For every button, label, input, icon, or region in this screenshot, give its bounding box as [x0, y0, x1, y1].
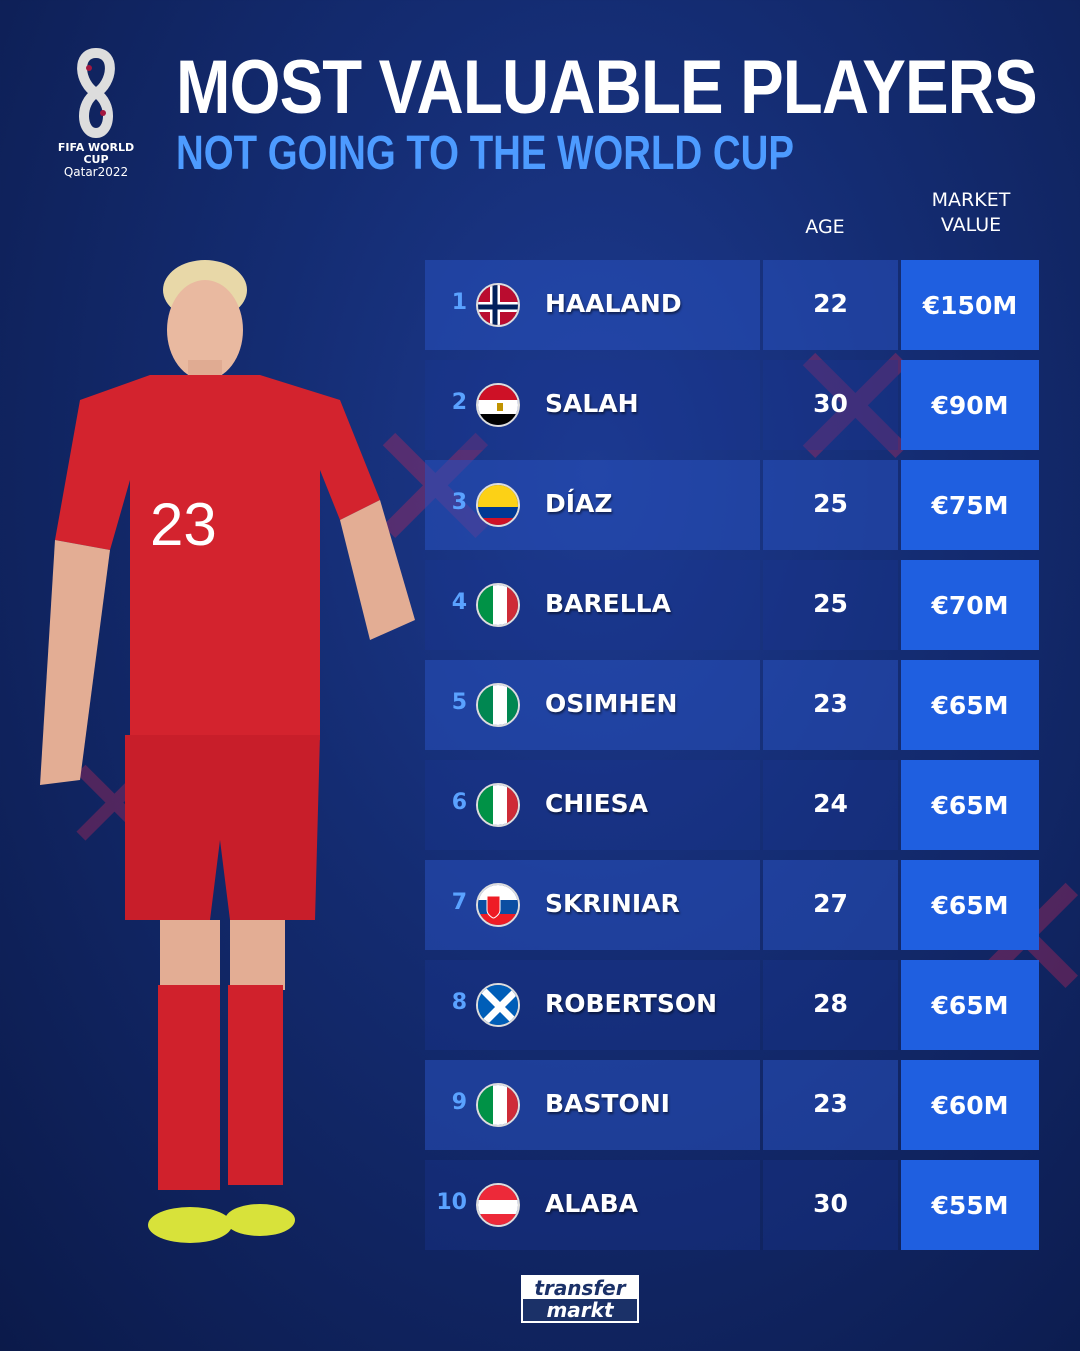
player-age: 25 — [813, 489, 848, 518]
market-value: €75M — [901, 460, 1039, 550]
player-age: 24 — [813, 789, 848, 818]
age-cell: 30 — [763, 360, 898, 450]
rank: 3 — [451, 490, 467, 515]
rank: 1 — [451, 290, 467, 315]
age-cell: 23 — [763, 660, 898, 750]
age-cell: 25 — [763, 560, 898, 650]
age-cell: 24 — [763, 760, 898, 850]
name-cell: 6 CHIESA — [425, 760, 760, 850]
name-cell: 9 BASTONI — [425, 1060, 760, 1150]
player-age: 28 — [813, 989, 848, 1018]
table-row: 8 ROBERTSON 28 €65M — [425, 960, 1039, 1050]
name-cell: 1 HAALAND — [425, 260, 760, 350]
age-cell: 30 — [763, 1160, 898, 1250]
player-name: ROBERTSON — [545, 989, 717, 1018]
player-photo: 23 — [20, 240, 420, 1254]
logo-text: FIFA WORLD CUP — [57, 141, 135, 166]
header-line: VALUE — [940, 214, 1002, 236]
player-age: 25 — [813, 589, 848, 618]
player-age: 27 — [813, 889, 848, 918]
table-row: 2 SALAH 30 €90M — [425, 360, 1039, 450]
player-name: BASTONI — [545, 1089, 670, 1118]
trophy-emblem-icon — [77, 47, 115, 139]
name-cell: 10 ALABA — [425, 1160, 760, 1250]
rank: 10 — [436, 1190, 467, 1215]
austria-flag-icon — [476, 1183, 520, 1227]
colombia-flag-icon — [476, 483, 520, 527]
name-cell: 7 SKRINIAR — [425, 860, 760, 950]
age-cell: 23 — [763, 1060, 898, 1150]
player-age: 30 — [813, 389, 848, 418]
age-cell: 28 — [763, 960, 898, 1050]
table-row: 10 ALABA 30 €55M — [425, 1160, 1039, 1250]
market-value: €90M — [901, 360, 1039, 450]
shirt-number: 23 — [150, 491, 217, 558]
italy-flag-icon — [476, 783, 520, 827]
name-cell: 3 DÍAZ — [425, 460, 760, 550]
player-age: 23 — [813, 1089, 848, 1118]
header-line: MARKET — [931, 189, 1011, 211]
player-age: 22 — [813, 289, 848, 318]
age-cell: 25 — [763, 460, 898, 550]
player-name: BARELLA — [545, 589, 671, 618]
market-value: €65M — [901, 860, 1039, 950]
table-row: 7 SKRINIAR 27 €65M — [425, 860, 1039, 950]
player-name: SKRINIAR — [545, 889, 680, 918]
rank: 2 — [451, 390, 467, 415]
norway-flag-icon — [476, 283, 520, 327]
column-header-market-value: MARKET VALUE — [910, 188, 1032, 238]
player-age: 23 — [813, 689, 848, 718]
market-value: €70M — [901, 560, 1039, 650]
table-row: 5 OSIMHEN 23 €65M — [425, 660, 1039, 750]
player-name: ALABA — [545, 1189, 639, 1218]
table-row: 9 BASTONI 23 €60M — [425, 1060, 1039, 1150]
name-cell: 8 ROBERTSON — [425, 960, 760, 1050]
player-age: 30 — [813, 1189, 848, 1218]
age-cell: 27 — [763, 860, 898, 950]
table-row: 3 DÍAZ 25 €75M — [425, 460, 1039, 550]
rank: 5 — [451, 690, 467, 715]
slovakia-flag-icon — [476, 883, 520, 927]
italy-flag-icon — [476, 1083, 520, 1127]
brand-text: transfer — [534, 1276, 626, 1300]
market-value: €150M — [901, 260, 1039, 350]
scotland-flag-icon — [476, 983, 520, 1027]
logo-text: Qatar2022 — [63, 165, 129, 179]
rank: 7 — [451, 890, 467, 915]
world-cup-logo: FIFA WORLD CUP Qatar2022 — [44, 47, 148, 179]
page-subtitle: NOT GOING TO THE WORLD CUP — [176, 127, 794, 180]
player-name: OSIMHEN — [545, 689, 678, 718]
player-name: CHIESA — [545, 789, 649, 818]
rank: 9 — [451, 1090, 467, 1115]
nigeria-flag-icon — [476, 683, 520, 727]
market-value: €65M — [901, 760, 1039, 850]
market-value: €65M — [901, 960, 1039, 1050]
name-cell: 5 OSIMHEN — [425, 660, 760, 750]
table-row: 1 HAALAND 22 €150M — [425, 260, 1039, 350]
column-header-age: AGE — [805, 216, 845, 238]
market-value: €60M — [901, 1060, 1039, 1150]
age-cell: 22 — [763, 260, 898, 350]
table-row: 4 BARELLA 25 €70M — [425, 560, 1039, 650]
italy-flag-icon — [476, 583, 520, 627]
brand-text: markt — [523, 1299, 637, 1321]
rank: 8 — [451, 990, 467, 1015]
rank: 4 — [451, 590, 467, 615]
player-name: DÍAZ — [545, 489, 613, 518]
egypt-flag-icon — [476, 383, 520, 427]
player-name: SALAH — [545, 389, 639, 418]
market-value: €55M — [901, 1160, 1039, 1250]
name-cell: 4 BARELLA — [425, 560, 760, 650]
market-value: €65M — [901, 660, 1039, 750]
table-row: 6 CHIESA 24 €65M — [425, 760, 1039, 850]
rank: 6 — [451, 790, 467, 815]
name-cell: 2 SALAH — [425, 360, 760, 450]
player-name: HAALAND — [545, 289, 682, 318]
page-title: MOST VALUABLE PLAYERS — [176, 45, 1038, 130]
transfermarkt-logo: transfer markt — [521, 1275, 639, 1323]
